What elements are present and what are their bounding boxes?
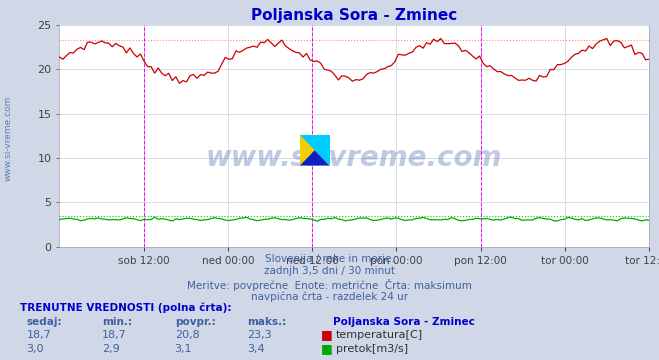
Text: TRENUTNE VREDNOSTI (polna črta):: TRENUTNE VREDNOSTI (polna črta): bbox=[20, 302, 231, 313]
Text: www.si-vreme.com: www.si-vreme.com bbox=[206, 144, 502, 172]
Polygon shape bbox=[300, 150, 330, 166]
Text: pretok[m3/s]: pretok[m3/s] bbox=[336, 344, 408, 354]
Text: maks.:: maks.: bbox=[247, 317, 287, 327]
Text: zadnjh 3,5 dni / 30 minut: zadnjh 3,5 dni / 30 minut bbox=[264, 266, 395, 276]
Text: 3,4: 3,4 bbox=[247, 344, 265, 354]
Text: 3,1: 3,1 bbox=[175, 344, 192, 354]
Text: 3,0: 3,0 bbox=[26, 344, 44, 354]
Polygon shape bbox=[300, 135, 330, 166]
Text: 18,7: 18,7 bbox=[26, 330, 51, 340]
Text: Meritve: povprečne  Enote: metrične  Črta: maksimum: Meritve: povprečne Enote: metrične Črta:… bbox=[187, 279, 472, 291]
Text: Poljanska Sora - Zminec: Poljanska Sora - Zminec bbox=[333, 317, 474, 327]
Text: povpr.:: povpr.: bbox=[175, 317, 215, 327]
Text: www.si-vreme.com: www.si-vreme.com bbox=[4, 96, 13, 181]
Text: Slovenija / reke in morje.: Slovenija / reke in morje. bbox=[264, 254, 395, 264]
Text: ■: ■ bbox=[321, 342, 333, 355]
Text: 20,8: 20,8 bbox=[175, 330, 200, 340]
Text: 2,9: 2,9 bbox=[102, 344, 120, 354]
Text: 18,7: 18,7 bbox=[102, 330, 127, 340]
Text: temperatura[C]: temperatura[C] bbox=[336, 330, 423, 340]
Text: ■: ■ bbox=[321, 328, 333, 341]
Title: Poljanska Sora - Zminec: Poljanska Sora - Zminec bbox=[251, 8, 457, 23]
Text: 23,3: 23,3 bbox=[247, 330, 272, 340]
Polygon shape bbox=[300, 135, 330, 166]
Text: min.:: min.: bbox=[102, 317, 132, 327]
Text: navpična črta - razdelek 24 ur: navpična črta - razdelek 24 ur bbox=[251, 292, 408, 302]
Text: sedaj:: sedaj: bbox=[26, 317, 62, 327]
